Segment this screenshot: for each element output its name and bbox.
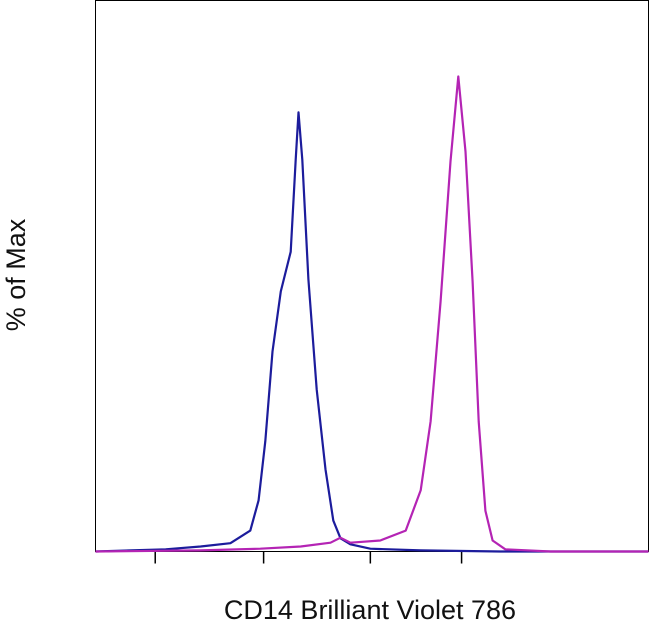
y-axis-label: % of Max — [1, 218, 31, 331]
histogram-line — [95, 111, 649, 553]
plot-frame — [95, 0, 649, 552]
x-axis-label: CD14 Brilliant Violet 786 — [224, 595, 516, 625]
histogram-line — [95, 75, 649, 553]
